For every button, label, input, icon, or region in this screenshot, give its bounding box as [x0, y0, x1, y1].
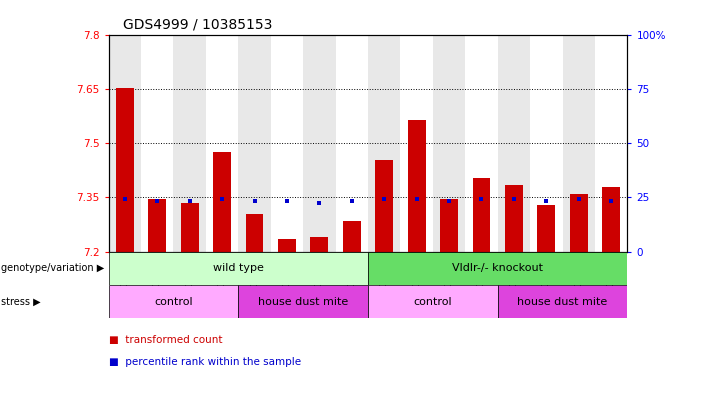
- Bar: [408, 120, 426, 252]
- Bar: [343, 221, 361, 252]
- Bar: [336, 35, 368, 252]
- Bar: [109, 35, 141, 252]
- Text: Vldlr-/- knockout: Vldlr-/- knockout: [452, 263, 543, 273]
- Text: GDS4999 / 10385153: GDS4999 / 10385153: [123, 17, 272, 31]
- Text: house dust mite: house dust mite: [258, 297, 348, 307]
- Text: stress ▶: stress ▶: [1, 297, 41, 307]
- Bar: [375, 160, 393, 252]
- Bar: [530, 35, 562, 252]
- Bar: [472, 178, 491, 252]
- Bar: [303, 35, 336, 252]
- Bar: [498, 35, 530, 252]
- Text: control: control: [414, 297, 452, 307]
- Bar: [433, 35, 465, 252]
- Bar: [368, 252, 627, 285]
- Text: genotype/variation ▶: genotype/variation ▶: [1, 263, 104, 273]
- Text: wild type: wild type: [213, 263, 264, 273]
- Bar: [465, 35, 498, 252]
- Bar: [440, 199, 458, 252]
- Bar: [368, 35, 400, 252]
- Bar: [245, 214, 264, 252]
- Text: ■  transformed count: ■ transformed count: [109, 335, 222, 345]
- Bar: [213, 152, 231, 252]
- Bar: [562, 35, 595, 252]
- Bar: [400, 35, 433, 252]
- Bar: [206, 35, 238, 252]
- Text: ■  percentile rank within the sample: ■ percentile rank within the sample: [109, 356, 301, 367]
- Bar: [538, 205, 555, 252]
- Bar: [278, 239, 296, 252]
- Bar: [238, 35, 271, 252]
- Bar: [238, 285, 368, 318]
- Bar: [149, 199, 166, 252]
- Text: control: control: [154, 297, 193, 307]
- Bar: [141, 35, 174, 252]
- Bar: [181, 203, 198, 252]
- Bar: [271, 35, 303, 252]
- Bar: [505, 185, 523, 252]
- Text: house dust mite: house dust mite: [517, 297, 608, 307]
- Bar: [570, 194, 587, 252]
- Bar: [174, 35, 206, 252]
- Bar: [595, 35, 627, 252]
- Bar: [602, 187, 620, 252]
- Bar: [368, 285, 498, 318]
- Bar: [109, 252, 368, 285]
- Bar: [311, 237, 328, 252]
- Bar: [498, 285, 627, 318]
- Bar: [116, 88, 134, 252]
- Bar: [109, 285, 238, 318]
